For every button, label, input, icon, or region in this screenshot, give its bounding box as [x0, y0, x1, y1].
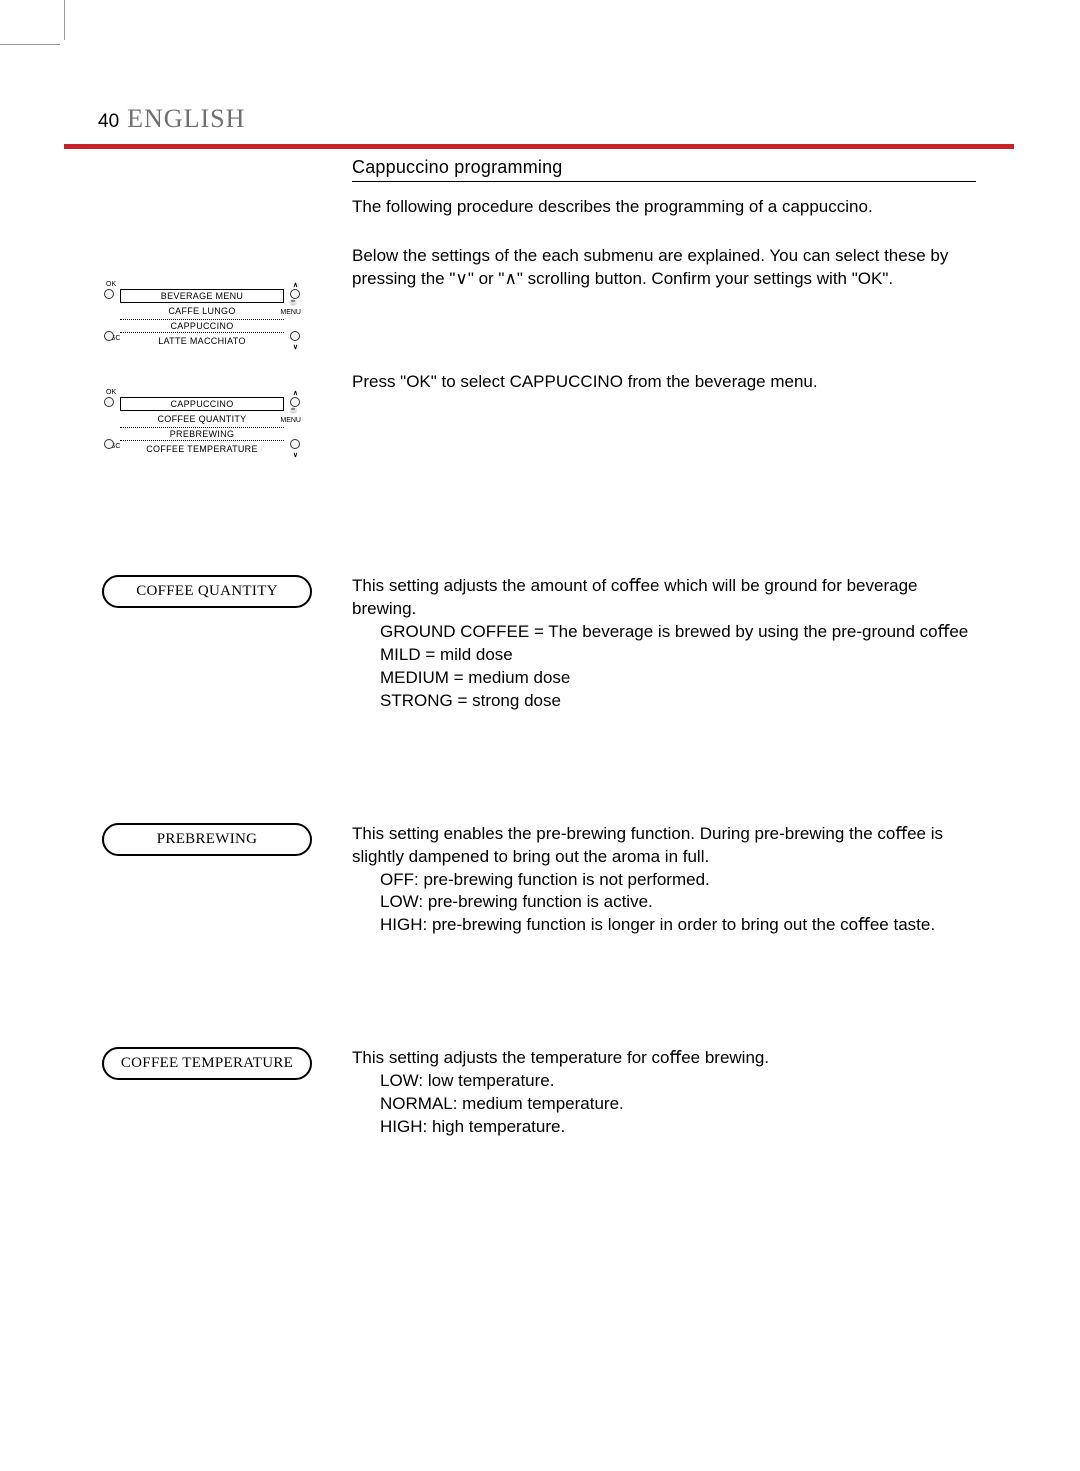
- setting-pill-prebrewing: PREBREWING: [102, 823, 312, 856]
- setting-option: LOW: pre-brewing function is active.: [380, 891, 976, 914]
- button-dot-icon: [104, 439, 114, 449]
- lcd-display-cappuccino-submenu: OK ESC ∧ ☕ MENU ∨ CAPPUCCINO COFFEE QUAN…: [102, 387, 302, 465]
- setting-pill-coffee-quantity: COFFEE QUANTITY: [102, 575, 312, 608]
- intro-text: The following procedure describes the pr…: [352, 196, 976, 219]
- setting-desc: This setting enables the pre-brewing fun…: [352, 823, 976, 869]
- setting-option: HIGH: high temperature.: [380, 1116, 976, 1139]
- section-heading: Cappuccino programming: [352, 155, 976, 182]
- menu-item-line: CAFFE LUNGO: [120, 305, 284, 317]
- setting-option: MILD = mild dose: [380, 644, 976, 667]
- button-dot-icon: [104, 289, 114, 299]
- page-number: 40: [98, 111, 119, 133]
- menu-label: MENU: [280, 309, 301, 316]
- setting-desc: This setting adjusts the amount of coﬀee…: [352, 575, 976, 621]
- ok-label: OK: [106, 389, 116, 396]
- menu-title-line: BEVERAGE MENU: [120, 289, 284, 303]
- lcd-screen: CAPPUCCINO COFFEE QUANTITY PREBREWING CO…: [120, 397, 284, 455]
- mug-icon: ☕: [289, 406, 298, 414]
- down-arrow-icon: ∨: [293, 451, 298, 459]
- setting-option: GROUND COFFEE = The beverage is brewed b…: [380, 621, 976, 644]
- setting-option: STRONG = strong dose: [380, 690, 976, 713]
- page-header: 40 ENGLISH: [64, 104, 1014, 134]
- language-heading: ENGLISH: [127, 104, 245, 134]
- down-arrow-icon: ∨: [293, 343, 298, 351]
- lcd-screen: BEVERAGE MENU CAFFE LUNGO CAPPUCCINO LAT…: [120, 289, 284, 347]
- setting-desc: This setting adjusts the temperature for…: [352, 1047, 976, 1070]
- setting-option: OFF: pre-brewing function is not perform…: [380, 869, 976, 892]
- setting-pill-coffee-temperature: COFFEE TEMPERATURE: [102, 1047, 312, 1080]
- menu-item-line: COFFEE TEMPERATURE: [120, 443, 284, 455]
- menu-item-selected-line: PREBREWING: [120, 427, 284, 441]
- mug-icon: ☕: [289, 298, 298, 306]
- setting-option: MEDIUM = medium dose: [380, 667, 976, 690]
- page-frame: 40 ENGLISH OK ESC ∧ ☕ MENU ∨: [64, 44, 1014, 1424]
- menu-label: MENU: [280, 417, 301, 424]
- up-arrow-icon: ∧: [293, 389, 298, 397]
- intro-text-2: Below the settings of the each submenu a…: [352, 245, 976, 291]
- setting-option: LOW: low temperature.: [380, 1070, 976, 1093]
- button-dot-icon: [290, 397, 300, 407]
- menu-item-line: LATTE MACCHIATO: [120, 335, 284, 347]
- menu-item-line: COFFEE QUANTITY: [120, 413, 284, 425]
- button-dot-icon: [290, 331, 300, 341]
- button-dot-icon: [104, 331, 114, 341]
- setting-option: NORMAL: medium temperature.: [380, 1093, 976, 1116]
- menu-item-selected-line: CAPPUCCINO: [120, 319, 284, 333]
- ok-label: OK: [106, 281, 116, 288]
- lcd-display-beverage-menu: OK ESC ∧ ☕ MENU ∨ BEVERAGE MENU CAFFE LU…: [102, 279, 302, 357]
- button-dot-icon: [290, 439, 300, 449]
- setting-option: HIGH: pre-brewing function is longer in …: [380, 914, 976, 937]
- menu-title-line: CAPPUCCINO: [120, 397, 284, 411]
- up-arrow-icon: ∧: [293, 281, 298, 289]
- step-select-text: Press "OK" to select CAPPUCCINO from the…: [352, 371, 976, 394]
- button-dot-icon: [290, 289, 300, 299]
- button-dot-icon: [104, 397, 114, 407]
